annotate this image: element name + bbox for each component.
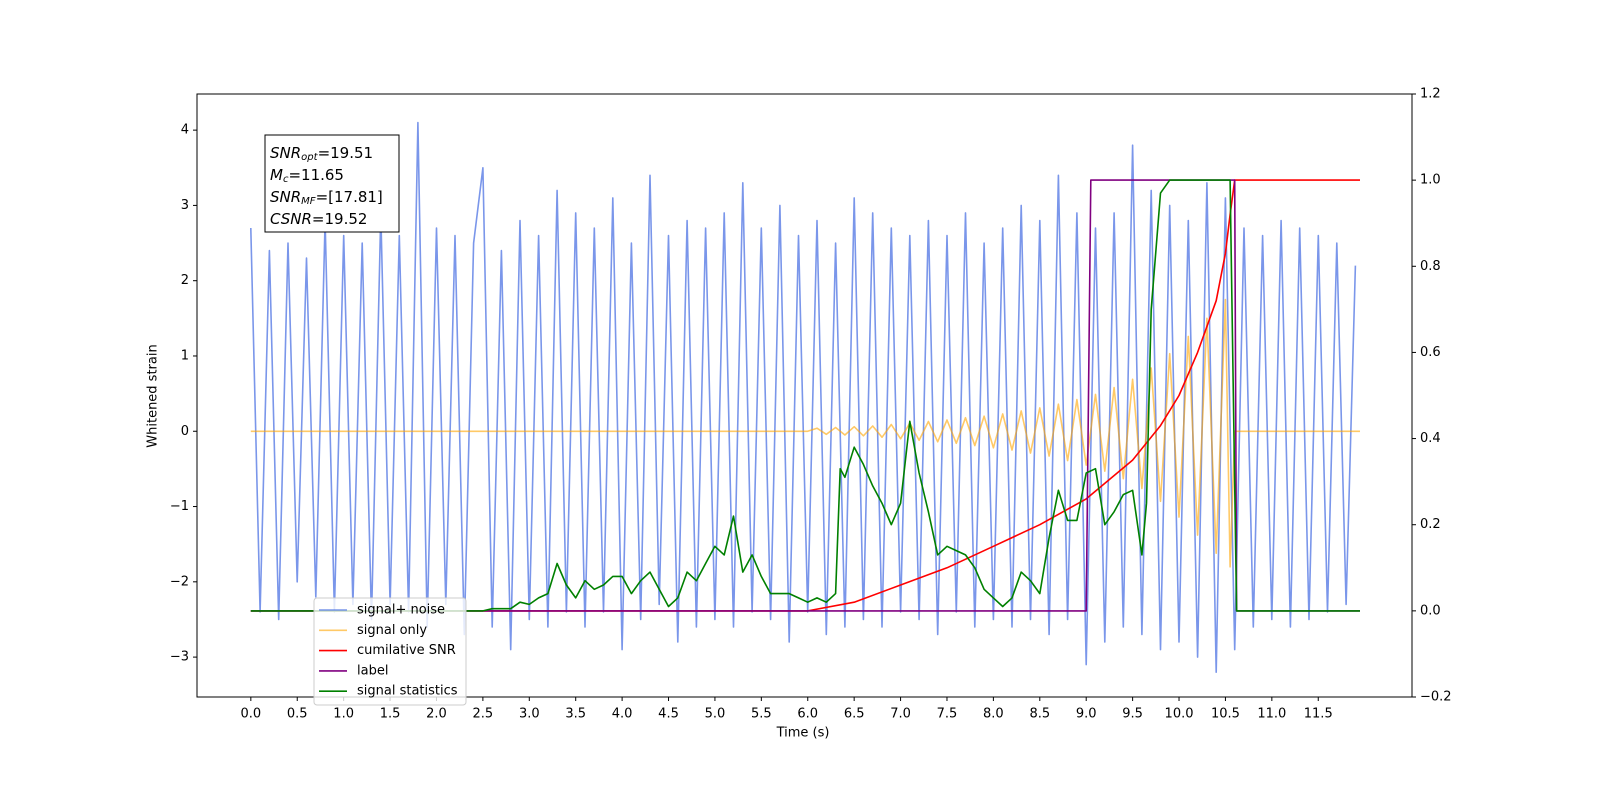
annotation: SNRMF=[17.81] — [270, 188, 383, 208]
x-tick-label: 0.0 — [240, 707, 261, 722]
y-tick-label: 0 — [181, 424, 189, 439]
series-line — [250, 298, 1360, 568]
x-tick-label: 7.0 — [890, 707, 911, 722]
x-tick-label: 4.0 — [612, 707, 633, 722]
legend: signal+ noise signal only cumilative SNR la… — [313, 597, 467, 706]
annotation-text: =19.52 — [312, 210, 368, 228]
legend-frame — [313, 597, 467, 706]
x-tick-label: 2.5 — [473, 707, 494, 722]
y-tick-label: 2 — [181, 273, 189, 288]
annotation-var: SNR — [270, 144, 301, 162]
x-tick-label: 1.0 — [333, 707, 354, 722]
series-line — [250, 121, 1357, 673]
y-tick-label: −1 — [170, 499, 189, 514]
x-tick-label: 4.5 — [658, 707, 679, 722]
annotation-text: =[17.81] — [316, 188, 383, 206]
y2-tick-label: 0.2 — [1420, 517, 1441, 532]
annotation-var: M — [270, 166, 283, 184]
y2-tick-label: 0.8 — [1420, 259, 1441, 274]
annotation-text: =19.51 — [318, 144, 374, 162]
legend-label: label — [357, 663, 388, 678]
y-tick-label: −3 — [170, 650, 189, 665]
y-tick-label: 3 — [181, 198, 189, 213]
legend-label: cumilative SNR — [357, 643, 456, 658]
legend-label: signal only — [357, 623, 427, 638]
x-tick-label: 1.5 — [380, 707, 401, 722]
annotation-sub: MF — [301, 196, 316, 207]
y-tick-label: 1 — [181, 348, 189, 363]
x-tick-label: 6.0 — [797, 707, 818, 722]
y2-tick-label: 0.4 — [1420, 431, 1441, 446]
x-tick-label: 9.0 — [1076, 707, 1097, 722]
annotation-var: CSNR — [270, 210, 312, 228]
annotation: CSNR=19.52 — [270, 210, 367, 228]
annotation: Mc=11.65 — [270, 166, 344, 186]
annotation-var: SNR — [270, 188, 301, 206]
x-tick-label: 0.5 — [287, 707, 308, 722]
legend-label: signal statistics — [357, 684, 458, 699]
y2-tick-label: 1.0 — [1420, 173, 1441, 188]
x-tick-label: 6.5 — [844, 707, 865, 722]
annotation: SNRopt=19.51 — [270, 144, 373, 164]
y2-tick-label: 0.6 — [1420, 345, 1441, 360]
x-tick-label: 8.5 — [1029, 707, 1050, 722]
legend-label: signal+ noise — [357, 603, 445, 618]
x-tick-label: 5.0 — [705, 707, 726, 722]
annotation-sub: c — [283, 174, 289, 185]
annotation-frame — [264, 134, 400, 233]
plot-frame — [196, 93, 1413, 698]
x-tick-label: 9.5 — [1122, 707, 1143, 722]
x-tick-label: 11.5 — [1304, 707, 1333, 722]
x-axis-label: Time (s) — [776, 726, 830, 741]
x-tick-label: 3.0 — [519, 707, 540, 722]
y2-tick-label: 0.0 — [1420, 603, 1441, 618]
annotation-text: =11.65 — [288, 166, 344, 184]
annotation-box: SNRopt=19.51Mc=11.65SNRMF=[17.81]CSNR=19… — [264, 134, 400, 233]
y-axis-label: Whitened strain — [146, 344, 161, 447]
y2-tick-label: −0.2 — [1420, 690, 1452, 705]
y-tick-label: −2 — [170, 574, 189, 589]
x-tick-label: 8.0 — [983, 707, 1004, 722]
x-tick-label: 3.5 — [565, 707, 586, 722]
y-tick-label: 4 — [181, 123, 189, 138]
x-tick-label: 2.0 — [426, 707, 447, 722]
x-tick-label: 5.5 — [751, 707, 772, 722]
x-tick-label: 10.0 — [1165, 707, 1194, 722]
y2-tick-label: 1.2 — [1420, 87, 1441, 102]
x-tick-label: 10.5 — [1211, 707, 1240, 722]
series-line — [250, 179, 1360, 612]
x-tick-label: 11.0 — [1257, 707, 1286, 722]
series-line — [250, 179, 1360, 612]
x-tick-label: 7.5 — [937, 707, 958, 722]
annotation-sub: opt — [301, 152, 318, 163]
